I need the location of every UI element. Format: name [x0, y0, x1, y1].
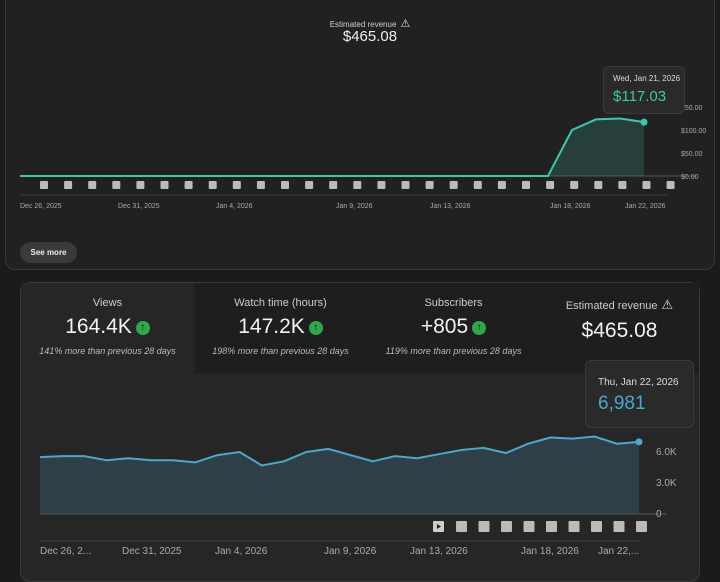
annotation-marker: [642, 181, 651, 189]
annotation-marker: [666, 181, 675, 189]
annotation-marker: [377, 181, 386, 189]
revenue-chart[interactable]: $0.00 $50.00 $100.00 150.00 Dec 26, 2025 Dec …: [0, 0, 720, 270]
annotation-marker: [636, 521, 647, 532]
annotation-marker: [232, 181, 241, 189]
annotation-marker: [568, 521, 580, 532]
annotation-marker: [256, 181, 265, 189]
x-tick-label: Dec 31, 2025: [122, 546, 182, 557]
annotation-marker: [478, 521, 490, 532]
x-tick-label: Dec 26, 2025: [20, 203, 62, 210]
x-tick-label: Dec 26, 2...: [40, 546, 91, 557]
arrow-up-icon: ↑: [472, 321, 487, 335]
annotation-marker: [425, 181, 434, 189]
x-tick-label: Jan 13, 2026: [430, 203, 471, 210]
metric-tiles: Views 164.4K ↑ 141% more than previous 28…: [21, 283, 699, 374]
annotation-marker: [456, 521, 467, 532]
annotation-marker: [523, 521, 535, 532]
annotation-marker: [281, 181, 289, 189]
data-point: [640, 118, 648, 126]
x-tick-label: Jan 9, 2026: [336, 203, 373, 210]
annotation-marker: [40, 181, 48, 189]
play-icon: [437, 524, 441, 529]
annotation-marker: [64, 181, 73, 189]
annotation-marker: [522, 181, 530, 189]
revenue-title: Estimated revenue ⚠: [329, 18, 411, 30]
area-fill: [40, 436, 639, 514]
metric-subscribers[interactable]: Subscribers +805 ↑ 119% more than previou…: [367, 283, 540, 374]
metric-views[interactable]: Views 164.4K ↑ 141% more than previous 28…: [21, 283, 194, 374]
y-tick-label: $50.00: [681, 151, 703, 158]
annotation-marker: [449, 181, 458, 189]
y-tick-label: 150.00: [681, 105, 703, 112]
x-tick-label: Jan 4, 2026: [216, 203, 253, 210]
revenue-card: [5, 0, 715, 270]
warning-triangle-icon: ⚠: [400, 18, 411, 30]
views-tooltip: Thu, Jan 22, 2026 6,981: [585, 360, 694, 428]
x-tick-label: Jan 22,...: [598, 546, 639, 557]
x-tick-label: Jan 22, 2026: [625, 203, 666, 210]
annotation-marker: [208, 181, 217, 189]
annotation-marker: [613, 521, 625, 532]
annotation-marker: [501, 521, 512, 532]
y-tick-label: $0.00: [681, 174, 699, 181]
x-tick-label: Jan 18, 2026: [521, 546, 579, 557]
annotation-marker: [546, 181, 555, 189]
arrow-up-icon: ↑: [308, 321, 323, 335]
annotation-marker: [546, 521, 557, 532]
warning-triangle-icon: ⚠: [661, 297, 674, 312]
data-point: [635, 438, 643, 446]
y-tick-label: 3.0K: [656, 478, 677, 489]
annotation-marker: [591, 521, 602, 532]
x-tick-label: Jan 18, 2026: [550, 203, 591, 210]
annotation-marker: [112, 181, 121, 189]
y-tick-label: 6.0K: [656, 447, 677, 458]
see-more-button[interactable]: See more: [20, 242, 77, 263]
x-tick-label: Jan 9, 2026: [324, 546, 377, 557]
annotation-marker: [353, 181, 362, 189]
annotation-marker: [594, 181, 603, 189]
area-fill: [20, 118, 644, 176]
annotation-marker: [497, 181, 506, 189]
annotation-marker: [401, 181, 410, 189]
series-line: [20, 117, 645, 177]
annotation-marker: [305, 181, 314, 189]
metric-revenue[interactable]: Estimated revenue ⚠ $465.08: [540, 283, 699, 374]
series-line: [39, 435, 640, 467]
y-tick-label: $100.00: [681, 128, 706, 135]
annotation-marker: [88, 181, 97, 189]
annotation-marker: [184, 181, 193, 189]
revenue-total: $465.08: [342, 28, 398, 45]
revenue-tooltip: Wed, Jan 21, 2026 $117.03: [603, 66, 685, 114]
x-tick-label: Dec 31, 2025: [118, 203, 160, 210]
arrow-up-icon: ↑: [135, 321, 150, 335]
annotation-marker: [570, 181, 579, 189]
annotation-marker: [329, 181, 338, 189]
annotation-marker: [473, 181, 482, 189]
annotation-marker: [160, 181, 169, 189]
y-tick-label: 0: [656, 509, 662, 520]
annotation-marker: [136, 181, 145, 189]
metric-watch-time[interactable]: Watch time (hours) 147.2K ↑ 198% more tha…: [194, 283, 367, 374]
x-tick-label: Jan 4, 2026: [215, 546, 268, 557]
annotation-marker: [618, 181, 627, 189]
x-tick-label: Jan 13, 2026: [410, 546, 468, 557]
